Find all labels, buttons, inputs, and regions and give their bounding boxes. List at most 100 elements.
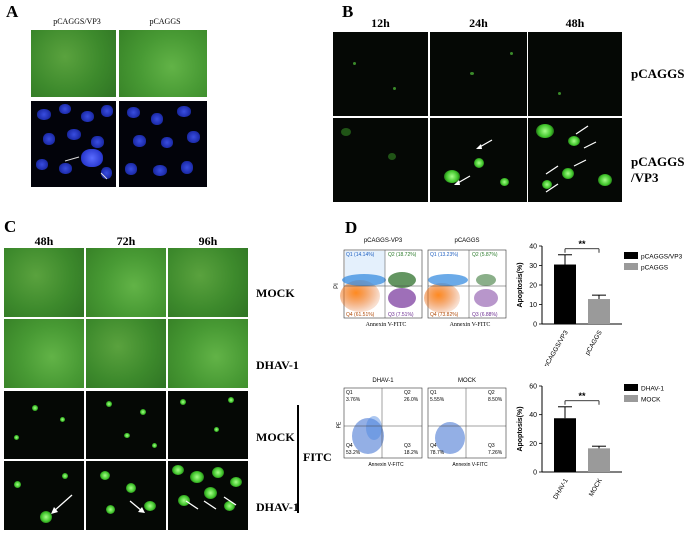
micrograph-green bbox=[86, 248, 166, 317]
flow-xlabel: Annexin V-FITC bbox=[452, 462, 488, 468]
micrograph-green bbox=[168, 248, 248, 317]
panel-c-col-header: 72h bbox=[116, 234, 136, 248]
flow-plot-left bbox=[340, 249, 423, 319]
flow-plot-right bbox=[427, 387, 507, 459]
legend-label: MOCK bbox=[641, 397, 661, 404]
flow-xlabel: Annexin V-FITC bbox=[449, 322, 491, 328]
panel-b-row-label: pCAGGS bbox=[631, 66, 685, 81]
flow-plots-bottom bbox=[343, 387, 507, 459]
flow-ylabel: PE bbox=[336, 421, 343, 429]
fitc-bracket-label: FITC bbox=[303, 450, 332, 464]
quadrant-label: Q3 (6.88%) bbox=[472, 312, 498, 318]
micrograph-green bbox=[4, 248, 84, 317]
y-tick-label: 60 bbox=[529, 384, 537, 391]
panel-label-d: D bbox=[345, 218, 358, 237]
panel-b-row-label: /VP3 bbox=[631, 170, 659, 185]
quadrant-value: 7.26% bbox=[488, 450, 503, 456]
quadrant-label: Q3 bbox=[488, 443, 495, 449]
micrograph-fitc bbox=[528, 32, 622, 116]
y-tick-label: 0 bbox=[533, 470, 537, 477]
panel-label-c: C bbox=[4, 217, 17, 236]
micrograph-green bbox=[4, 319, 84, 388]
legend-swatch bbox=[624, 384, 638, 391]
quadrant-label: Q1 (13.23%) bbox=[430, 252, 459, 258]
micrograph-fitc bbox=[86, 461, 166, 530]
legend-label: pCAGGS bbox=[641, 265, 669, 272]
micrograph-fitc bbox=[430, 32, 527, 116]
quadrant-value: 8.50% bbox=[488, 397, 503, 403]
quadrant-label: Q2 bbox=[488, 390, 495, 396]
panel-c-row-label: DHAV-1 bbox=[256, 500, 299, 514]
panel-c-row-label: DHAV-1 bbox=[256, 358, 299, 372]
micrograph-fitc bbox=[528, 118, 622, 202]
y-tick-label: 10 bbox=[529, 302, 537, 309]
flow-title: DHAV-1 bbox=[372, 378, 394, 384]
x-tick-label: pCAGGS bbox=[584, 329, 604, 357]
flow-title: pCAGGS bbox=[454, 238, 480, 244]
quadrant-value: 53.2% bbox=[346, 450, 361, 456]
fitc-bracket bbox=[297, 405, 299, 513]
legend-swatch bbox=[624, 395, 638, 402]
legend-label: pCAGGS/VP3 bbox=[641, 254, 683, 261]
micrograph-fitc bbox=[4, 461, 84, 530]
micrograph-fitc bbox=[333, 32, 428, 116]
y-tick-label: 0 bbox=[533, 322, 537, 329]
bar bbox=[554, 418, 576, 472]
micrograph-fitc bbox=[168, 461, 248, 530]
panel-b-col-header: 48h bbox=[565, 16, 585, 30]
panel-b-row-label: pCAGGS bbox=[631, 154, 685, 169]
quadrant-label: Q2 (5.87%) bbox=[472, 252, 498, 258]
flow-title: pCAGGS-VP3 bbox=[363, 238, 403, 244]
bar-chart-top: 0 10 20 30 40 Apoptosis(%) pCAGGS/VP3 pCAGGS ** p… bbox=[517, 239, 683, 366]
quadrant-label: Q1 bbox=[346, 390, 353, 396]
panel-a-col-header: pCAGGS/VP3 bbox=[53, 17, 101, 26]
quadrant-value: 78.7% bbox=[430, 450, 445, 456]
quadrant-value: 26.0% bbox=[404, 397, 419, 403]
micrograph-green bbox=[31, 30, 116, 97]
significance-label: ** bbox=[578, 391, 586, 401]
quadrant-label: Q4 (61.51%) bbox=[346, 312, 375, 318]
quadrant-label: Q1 (14.14%) bbox=[346, 252, 375, 258]
bar bbox=[588, 299, 610, 324]
quadrant-label: Q2 (18.72%) bbox=[388, 252, 417, 258]
legend-swatch bbox=[624, 252, 638, 259]
flow-plot-right bbox=[424, 249, 507, 319]
quadrant-value: 18.2% bbox=[404, 450, 419, 456]
quadrant-label: Q2 bbox=[404, 390, 411, 396]
quadrant-label: Q3 bbox=[404, 443, 411, 449]
micrograph-dapi bbox=[119, 101, 207, 187]
y-tick-label: 40 bbox=[529, 412, 537, 419]
micrograph-green bbox=[86, 319, 166, 388]
micrograph-fitc bbox=[430, 118, 527, 202]
y-axis-label: Apoptosis(%) bbox=[517, 262, 524, 307]
quadrant-label: Q1 bbox=[430, 390, 437, 396]
panel-c-col-header: 96h bbox=[198, 234, 218, 248]
micrograph-fitc bbox=[4, 391, 84, 459]
flow-plots-top bbox=[340, 249, 507, 319]
quadrant-label: Q4 (73.82%) bbox=[430, 312, 459, 318]
panel-b-col-header: 24h bbox=[469, 16, 488, 30]
y-axis-label: Apoptosis(%) bbox=[517, 406, 524, 451]
panel-c-row-label: MOCK bbox=[256, 286, 295, 300]
x-tick-label: MOCK bbox=[588, 477, 604, 498]
quadrant-label: Q4 bbox=[346, 443, 353, 449]
legend-label: DHAV-1 bbox=[641, 386, 664, 393]
bar-chart-bottom: 0 20 40 60 Apoptosis(%) DHAV-1 MOCK ** DHAV-1 MOC… bbox=[517, 384, 664, 501]
flow-xlabel: Annexin V-FITC bbox=[368, 462, 404, 468]
y-tick-label: 20 bbox=[529, 441, 537, 448]
flow-ylabel: PI bbox=[333, 283, 340, 289]
panel-c-row-label: MOCK bbox=[256, 430, 295, 444]
y-tick-label: 20 bbox=[529, 283, 537, 290]
micrograph-green bbox=[168, 319, 248, 388]
bar bbox=[554, 264, 576, 324]
x-tick-label: pCAGGS/VP3 bbox=[543, 329, 570, 366]
panel-label-a: A bbox=[6, 2, 19, 21]
panel-b-col-header: 12h bbox=[371, 16, 390, 30]
quadrant-value: 5.55% bbox=[430, 397, 445, 403]
legend-swatch bbox=[624, 263, 638, 270]
significance-label: ** bbox=[578, 239, 586, 249]
bar bbox=[588, 448, 610, 472]
micrograph-dapi bbox=[31, 101, 116, 187]
micrograph-fitc bbox=[168, 391, 248, 459]
micrograph-fitc bbox=[86, 391, 166, 459]
